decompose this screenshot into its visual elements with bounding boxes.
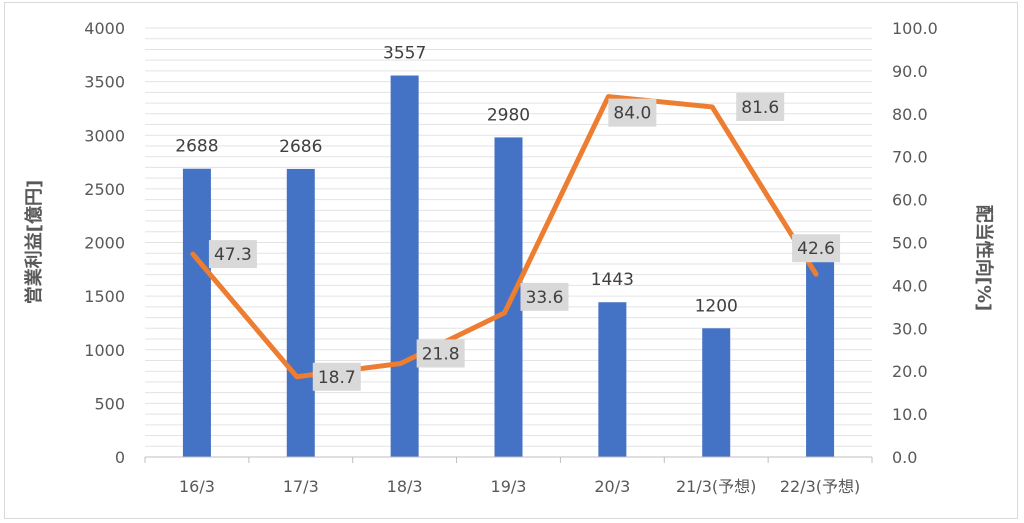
x-tick-label: 21/3(予想) bbox=[676, 477, 756, 496]
y-tick-label: 0 bbox=[115, 448, 125, 467]
axes: 0 500 1000 1500 2000 2500 3000 3500 4000 0.0 10.0 2… bbox=[84, 19, 938, 496]
y-tick-label: 1000 bbox=[84, 341, 125, 360]
y-tick-label: 2500 bbox=[84, 180, 125, 199]
y2-tick-label: 10.0 bbox=[892, 405, 928, 424]
y2-tick-label: 0.0 bbox=[892, 448, 917, 467]
line-value-label: 33.6 bbox=[526, 288, 564, 308]
bar bbox=[598, 302, 627, 457]
y2-tick-label: 90.0 bbox=[892, 62, 928, 81]
bar bbox=[390, 75, 419, 457]
bar-value-label: 1200 bbox=[695, 296, 738, 316]
x-tick-label: 20/3 bbox=[594, 477, 630, 496]
line-series bbox=[190, 94, 819, 380]
x-tick-label: 17/3 bbox=[283, 477, 319, 496]
data-labels: 2688 2686 3557 2980 1443 1200 47.3 18.7 21.8 33.6… bbox=[175, 44, 841, 391]
y2-tick-label: 50.0 bbox=[892, 234, 928, 253]
bar bbox=[182, 168, 211, 457]
y2-tick-label: 20.0 bbox=[892, 362, 928, 381]
y2-tick-label: 80.0 bbox=[892, 105, 928, 124]
line-label-box bbox=[792, 234, 841, 263]
y-tick-label: 3500 bbox=[84, 73, 125, 92]
bar-value-label: 2686 bbox=[279, 137, 322, 157]
x-tick-label: 22/3(予想) bbox=[780, 477, 860, 496]
bar-value-label: 2980 bbox=[487, 105, 530, 125]
line-label-box bbox=[520, 282, 569, 311]
line-value-label: 18.7 bbox=[318, 368, 356, 388]
y-axis-title: 営業利益[億円] bbox=[23, 180, 45, 304]
y2-tick-label: 100.0 bbox=[892, 19, 938, 38]
line-label-box bbox=[608, 98, 657, 127]
bar-value-label: 2688 bbox=[175, 137, 218, 157]
payout-ratio-line bbox=[190, 94, 819, 380]
bar bbox=[494, 137, 523, 457]
bar bbox=[702, 328, 731, 457]
y-tick-label: 3000 bbox=[84, 126, 125, 145]
bar bbox=[286, 168, 315, 457]
y2-tick-label: 30.0 bbox=[892, 319, 928, 338]
bar bbox=[806, 253, 835, 457]
line-label-box bbox=[208, 240, 257, 269]
y-tick-label: 2000 bbox=[84, 234, 125, 253]
y2-axis-title: 配当性向[%] bbox=[973, 205, 995, 312]
line-value-label: 47.3 bbox=[214, 245, 252, 265]
line-value-label: 42.6 bbox=[797, 239, 835, 259]
bar-value-label: 3557 bbox=[383, 44, 426, 64]
y2-tick-label: 70.0 bbox=[892, 148, 928, 167]
line-label-box bbox=[312, 362, 361, 391]
bar-value-label: 1443 bbox=[591, 270, 634, 290]
y-tick-label: 1500 bbox=[84, 287, 125, 306]
line-value-label: 84.0 bbox=[613, 104, 651, 124]
line-label-box bbox=[736, 92, 785, 121]
line-label-box bbox=[416, 339, 465, 368]
line-value-label: 81.6 bbox=[741, 98, 779, 118]
x-tick-label: 16/3 bbox=[179, 477, 215, 496]
x-tick-label: 18/3 bbox=[387, 477, 423, 496]
y-tick-label: 4000 bbox=[84, 19, 125, 38]
y2-tick-label: 40.0 bbox=[892, 276, 928, 295]
y-tick-label: 500 bbox=[94, 394, 125, 413]
y2-tick-label: 60.0 bbox=[892, 191, 928, 210]
line-value-label: 21.8 bbox=[422, 344, 460, 364]
bar-series bbox=[182, 75, 835, 457]
x-tick-label: 19/3 bbox=[491, 477, 527, 496]
